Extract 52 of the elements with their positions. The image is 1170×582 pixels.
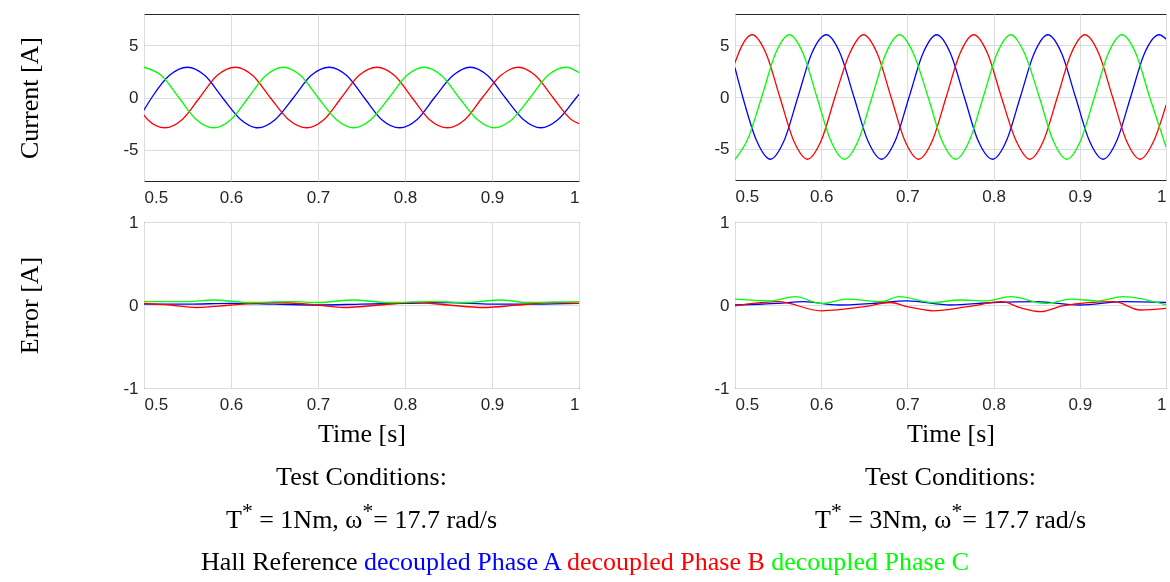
x-tick-label: 1 <box>1157 394 1167 414</box>
x-tick-label: 0.5 <box>735 394 760 414</box>
x-tick-label: 0.5 <box>735 186 760 206</box>
x-tick-label: 0.8 <box>393 187 418 207</box>
y-tick-label: -5 <box>714 139 730 159</box>
x-tick-label: 0.6 <box>809 394 834 414</box>
x-tick-label: 0.8 <box>982 394 1006 414</box>
x-axis-title: Time [s] <box>907 418 995 448</box>
line-series <box>735 301 1166 313</box>
x-tick-label: 0.9 <box>1068 394 1093 414</box>
x-tick-label: 0.8 <box>982 186 1006 206</box>
y-tick-label: 1 <box>129 212 139 232</box>
line-series <box>735 296 1166 306</box>
x-tick-label: 1 <box>570 187 580 207</box>
y-tick-label: 5 <box>129 35 139 55</box>
text: T$^{*}$ = 3Nm, ω$^{*}$= 17.7 rad/s <box>814 498 1087 536</box>
text: T$^{*}$ = 1Nm, ω$^{*}$= 17.7 rad/s <box>225 498 498 536</box>
line-series <box>735 34 1166 160</box>
x-tick-label: 0.7 <box>896 186 920 206</box>
y-tick-label: -1 <box>714 378 730 398</box>
x-tick-label: 0.7 <box>896 394 920 414</box>
y-tick-label: -5 <box>123 140 139 160</box>
x-tick-label: 0.6 <box>809 186 834 206</box>
x-tick-label: 1 <box>570 394 580 414</box>
x-tick-label: 0.9 <box>480 394 505 414</box>
x-axis-title: Time [s] <box>318 418 406 448</box>
y-tick-label: -1 <box>123 378 139 398</box>
y-tick-label: 1 <box>720 212 730 232</box>
text: Test Conditions: <box>275 461 448 493</box>
x-tick-label: 0.7 <box>306 394 331 414</box>
x-tick-label: 0.5 <box>144 187 169 207</box>
line-series <box>144 66 579 129</box>
x-tick-label: 0.5 <box>144 394 169 414</box>
y-tick-label: 0 <box>129 88 139 107</box>
y-tick-label: 0 <box>129 295 139 315</box>
y-tick-label: 0 <box>720 295 730 315</box>
x-tick-label: 0.9 <box>480 187 505 207</box>
text: decoupled Phase B <box>566 547 765 576</box>
x-tick-label: 1 <box>1157 186 1167 206</box>
x-tick-label: 0.7 <box>306 187 331 207</box>
y-axis-title: Current [A] <box>15 36 45 160</box>
x-tick-label: 0.6 <box>219 187 244 207</box>
x-tick-label: 0.9 <box>1068 186 1093 206</box>
text: Test Conditions: <box>864 461 1037 493</box>
x-tick-label: 0.6 <box>219 394 244 414</box>
y-axis-title: Error [A] <box>15 256 45 355</box>
x-tick-label: 0.8 <box>393 394 418 414</box>
y-tick-label: 5 <box>720 35 730 55</box>
text: decoupled Phase A <box>364 547 561 576</box>
legend-title: Hall Reference <box>200 547 358 576</box>
text: decoupled Phase C <box>771 547 970 576</box>
y-tick-label: 0 <box>720 87 730 107</box>
